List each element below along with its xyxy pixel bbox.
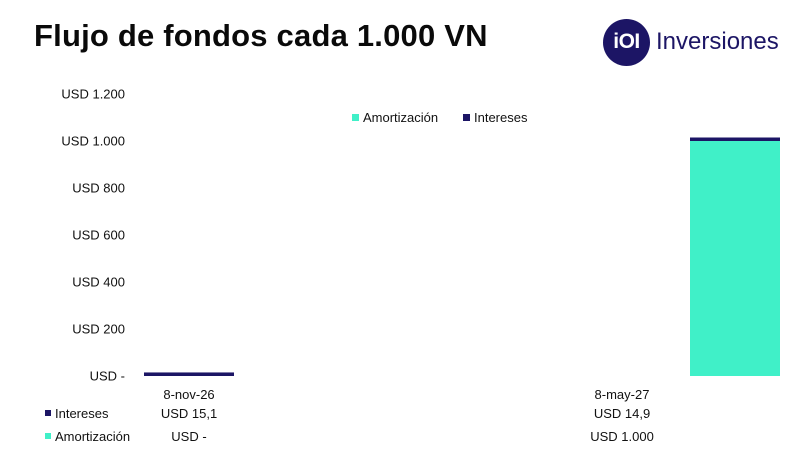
bars	[144, 137, 780, 376]
y-tick-label-3: USD 600	[72, 228, 125, 243]
chart-title: Flujo de fondos cada 1.000 VN	[34, 18, 488, 53]
y-tick-label-6: USD 1.200	[61, 87, 125, 102]
y-tick-label-5: USD 1.000	[61, 134, 125, 149]
y-axis: USD - USD 200 USD 400 USD 600 USD 800 USD 1.0…	[61, 87, 125, 384]
table-cell-intereses-1: USD 14,9	[594, 406, 650, 421]
brand-logo: iOI Inversiones	[603, 18, 779, 66]
bar-amortizacion-1	[690, 141, 780, 376]
table-swatch-intereses	[45, 410, 51, 416]
legend-label-intereses: Intereses	[474, 110, 528, 125]
x-category-label-0: 8-nov-26	[163, 387, 214, 402]
logo-icon: iOI	[603, 18, 650, 66]
legend-swatch-amortizacion	[352, 114, 359, 121]
legend-label-amortizacion: Amortización	[363, 110, 438, 125]
x-category-label-1: 8-may-27	[595, 387, 650, 402]
legend: Amortización Intereses	[352, 110, 528, 125]
y-tick-label-1: USD 200	[72, 322, 125, 337]
table-cell-intereses-0: USD 15,1	[161, 406, 217, 421]
data-table: 8-nov-26 8-may-27 Intereses USD 15,1 USD 14,…	[45, 387, 654, 444]
table-cell-amortizacion-0: USD -	[171, 429, 206, 444]
y-tick-label-2: USD 400	[72, 275, 125, 290]
table-cell-amortizacion-1: USD 1.000	[590, 429, 654, 444]
bar-intereses-0	[144, 372, 234, 376]
table-row-label-amortizacion: Amortización	[55, 429, 130, 444]
brand-name: Inversiones	[656, 28, 779, 55]
legend-swatch-intereses	[463, 114, 470, 121]
y-tick-label-0: USD -	[90, 369, 125, 384]
bar-intereses-1	[690, 137, 780, 141]
table-swatch-amortizacion	[45, 433, 51, 439]
table-row-label-intereses: Intereses	[55, 406, 109, 421]
y-tick-label-4: USD 800	[72, 181, 125, 196]
